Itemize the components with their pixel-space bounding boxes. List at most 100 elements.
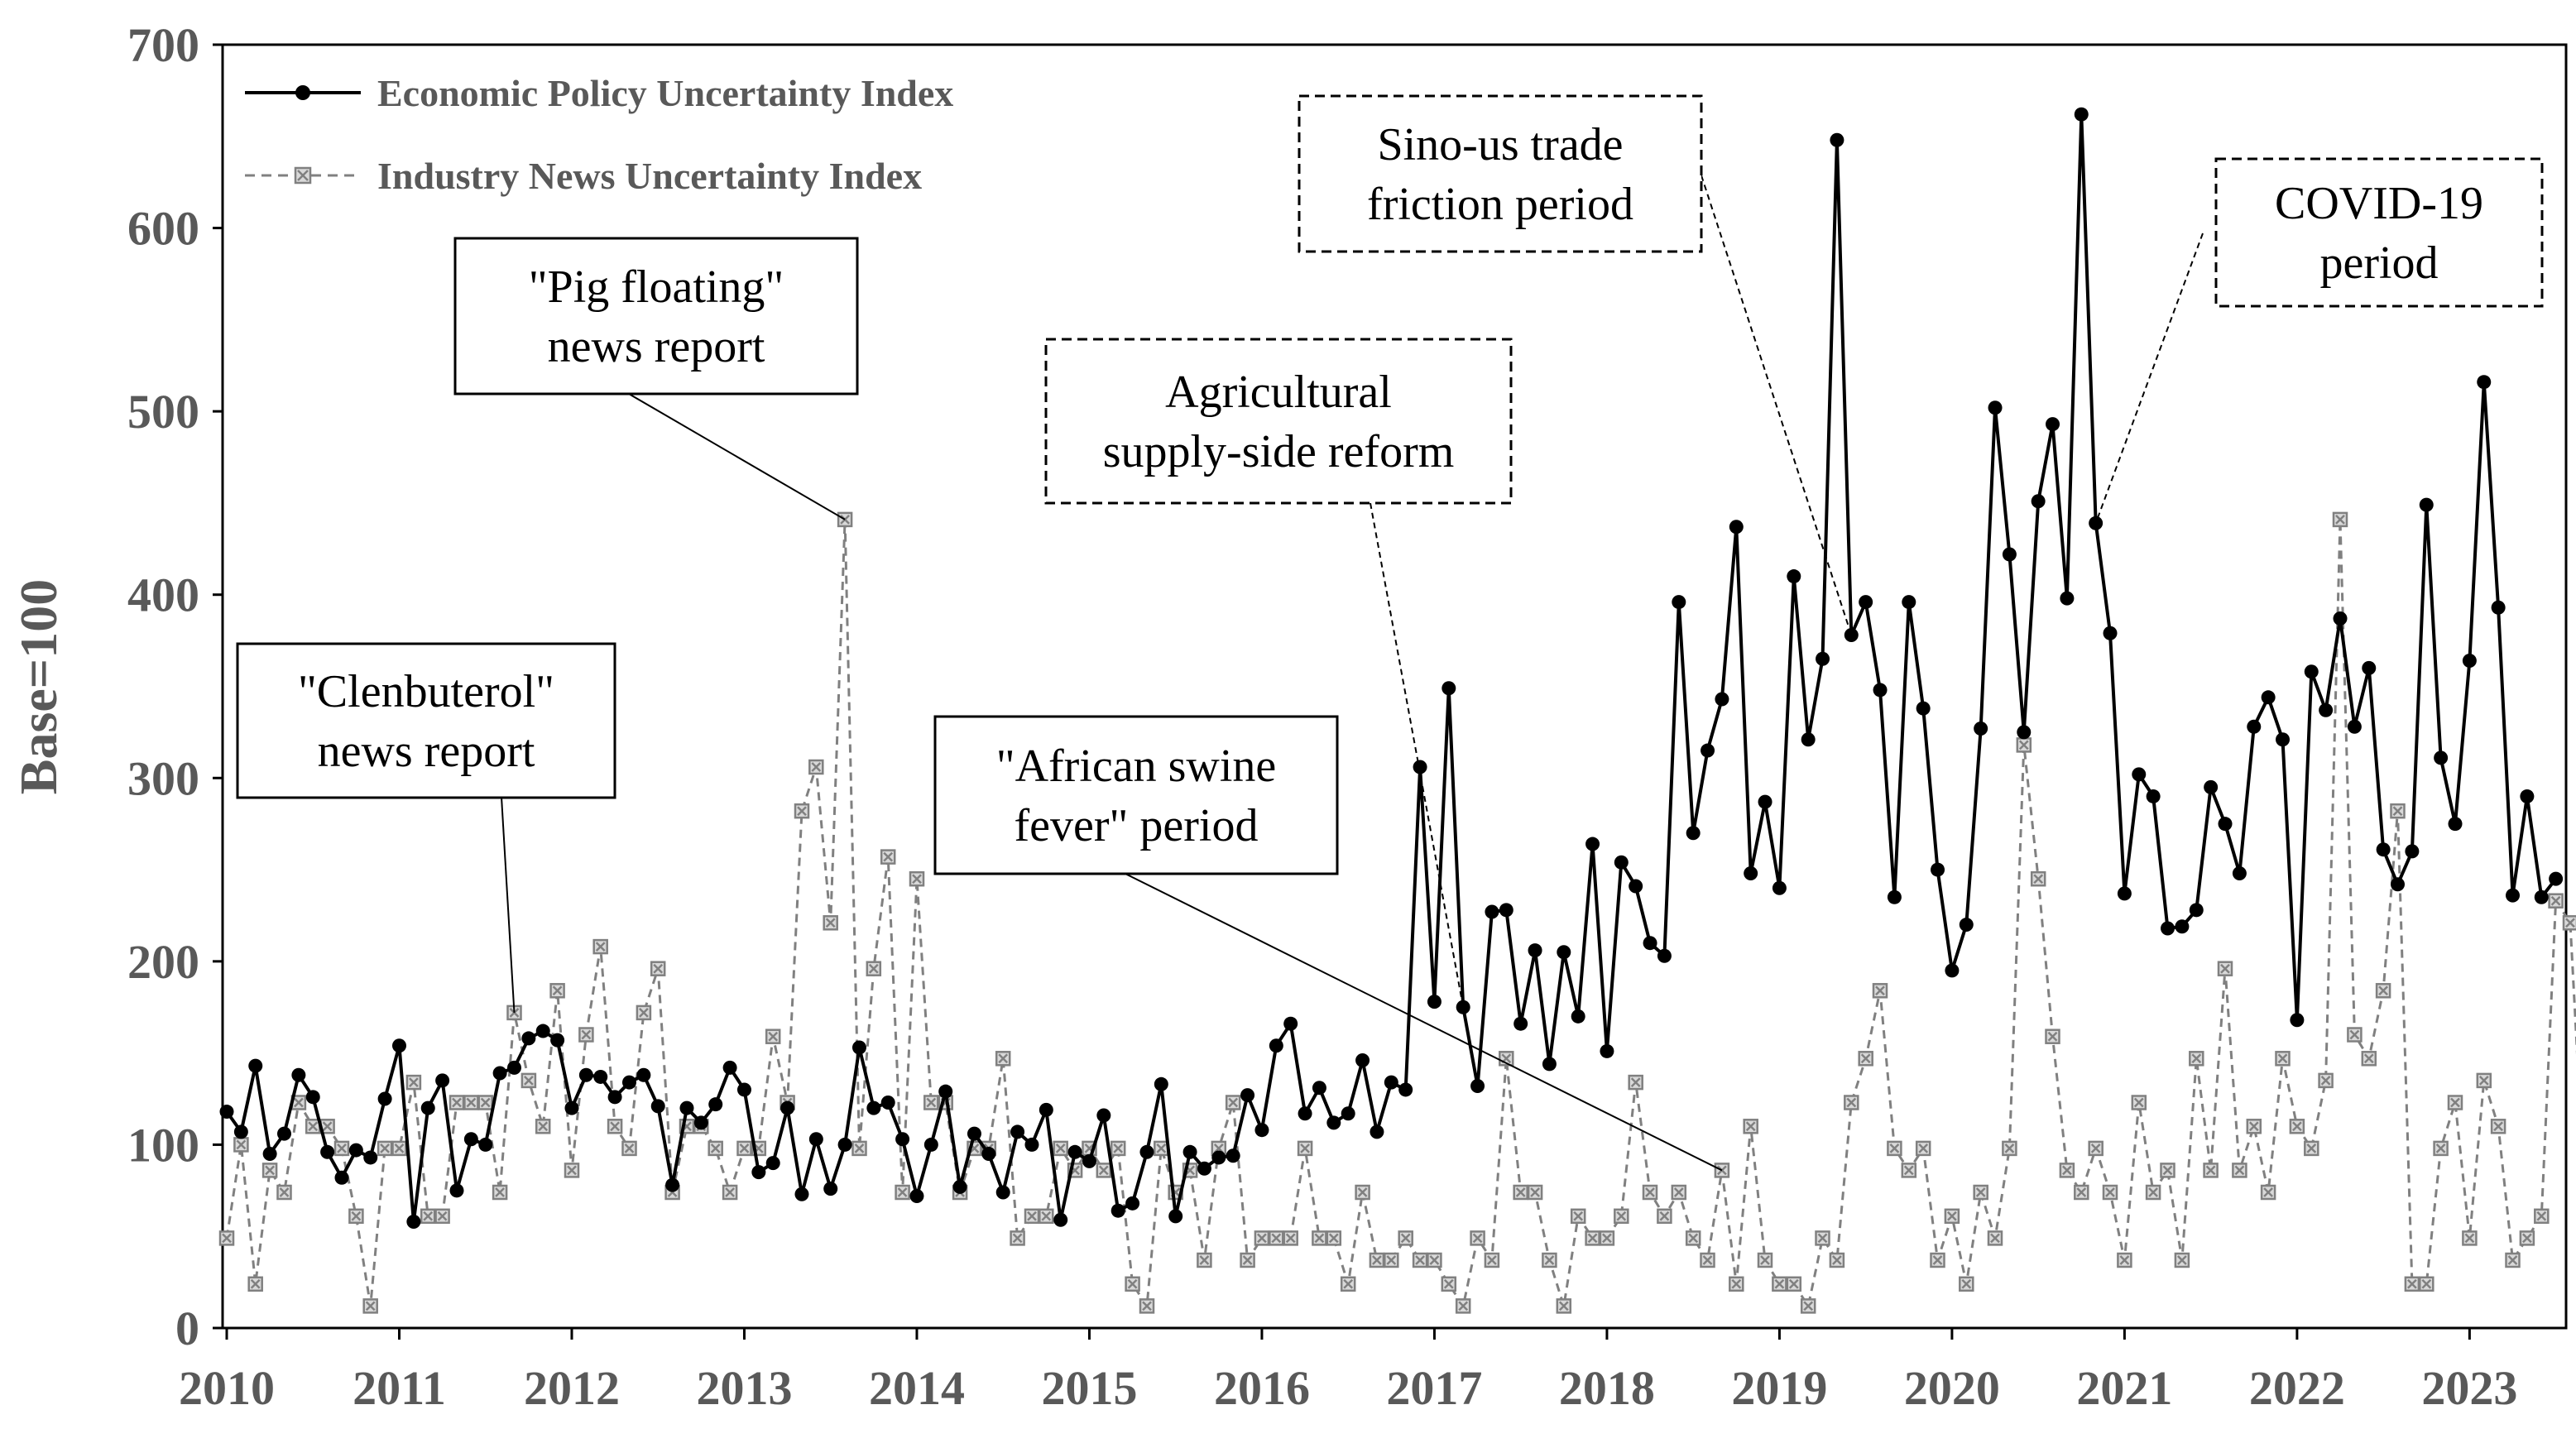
data-point [2519, 1230, 2535, 1246]
data-point [2347, 719, 2362, 734]
data-point [665, 1177, 680, 1192]
data-point [2462, 653, 2477, 668]
annotation-box [2214, 157, 2544, 308]
legend-marker-policy [295, 85, 310, 100]
data-point [2103, 626, 2118, 640]
data-point [2419, 497, 2434, 512]
annotation: Sino-us trade friction period [1298, 94, 1853, 635]
data-point [1139, 1144, 1154, 1159]
x-tick-label: 2023 [2421, 1361, 2517, 1415]
data-point [981, 1147, 996, 1162]
data-point [2189, 1051, 2204, 1067]
data-point [1139, 1298, 1155, 1314]
data-point [1657, 1208, 1672, 1225]
y-tick-label: 700 [127, 18, 199, 72]
annotation: "African swine fever" period [933, 715, 1723, 1172]
data-point [2031, 494, 2046, 509]
annotation-text: Agricultural [1165, 367, 1392, 418]
data-point [1125, 1196, 1140, 1211]
data-point [1024, 1137, 1039, 1152]
data-point [1297, 1140, 1313, 1157]
data-point [765, 1028, 781, 1044]
data-point [1830, 132, 1844, 147]
data-point [1686, 826, 1701, 841]
data-point [305, 1119, 321, 1134]
data-point [751, 1165, 766, 1180]
data-point [377, 1091, 392, 1106]
x-tick-label: 2022 [2249, 1361, 2345, 1415]
annotation-box [933, 715, 1339, 875]
data-point [2534, 889, 2549, 904]
data-point [1729, 1276, 1744, 1292]
data-point [2175, 919, 2190, 934]
data-point [449, 1095, 465, 1110]
data-point [1010, 1124, 1025, 1139]
data-point [2145, 1184, 2161, 1201]
data-point [1528, 943, 1542, 958]
data-point [1470, 1230, 1485, 1246]
x-tick-label: 2011 [353, 1361, 446, 1415]
data-point [1513, 1016, 1528, 1031]
data-point [262, 1147, 277, 1162]
data-point [1614, 855, 1629, 870]
data-point [938, 1084, 953, 1099]
legend-label-industry: Industry News Uncertainty Index [377, 155, 922, 197]
data-point [261, 1163, 278, 1178]
data-point [2232, 1163, 2247, 1178]
series-layer [218, 107, 2576, 1314]
data-point [2247, 719, 2262, 734]
data-point [1772, 1276, 1787, 1292]
data-point [909, 870, 925, 887]
annotation-text: "African swine [996, 741, 1277, 792]
data-point [2132, 767, 2147, 782]
data-point [248, 1058, 263, 1073]
data-point [909, 1188, 924, 1203]
data-point [1787, 569, 1801, 584]
data-point [722, 1060, 737, 1075]
data-point [1110, 1140, 1126, 1157]
annotation-text: "Clenbuterol" [298, 666, 554, 717]
data-point [780, 1100, 795, 1115]
data-point [2217, 961, 2233, 976]
series-economic-policy [219, 107, 2564, 1229]
data-point [2490, 1119, 2506, 1134]
data-point [1283, 1230, 1298, 1246]
data-point [1887, 889, 1902, 904]
data-point [2375, 983, 2391, 999]
annotation-box [236, 642, 616, 799]
annotation-leader [2094, 233, 2204, 524]
data-point [2548, 893, 2564, 909]
data-point [1225, 1095, 1241, 1110]
data-point [406, 1214, 421, 1229]
data-point [1067, 1144, 1082, 1159]
data-point [1010, 1230, 1025, 1246]
data-point [2319, 702, 2334, 717]
data-point [1901, 1163, 1917, 1178]
data-point [492, 1184, 508, 1201]
data-point [1974, 721, 1988, 736]
data-point [2102, 1184, 2118, 1201]
annotation-box [1298, 94, 1703, 253]
data-point [592, 938, 608, 955]
data-point [1585, 1230, 1600, 1246]
data-point [1240, 1252, 1255, 1268]
data-point [1024, 1208, 1040, 1225]
data-point [1672, 595, 1686, 610]
data-point [2261, 690, 2276, 705]
data-point [1154, 1076, 1168, 1091]
data-point [1226, 1148, 1240, 1163]
data-point [492, 1066, 507, 1081]
annotation-box [453, 237, 859, 396]
data-point [1902, 595, 1916, 610]
annotation-text: supply-side reform [1103, 426, 1455, 477]
data-point [1369, 1252, 1385, 1268]
data-point [2276, 732, 2291, 747]
data-point [2289, 1119, 2305, 1134]
data-point [2332, 511, 2348, 528]
data-point [1571, 1009, 1585, 1024]
data-point [736, 1140, 752, 1157]
data-point [1786, 1276, 1802, 1292]
data-point [1988, 400, 2003, 415]
data-point [1872, 983, 1888, 999]
data-point [233, 1137, 249, 1153]
